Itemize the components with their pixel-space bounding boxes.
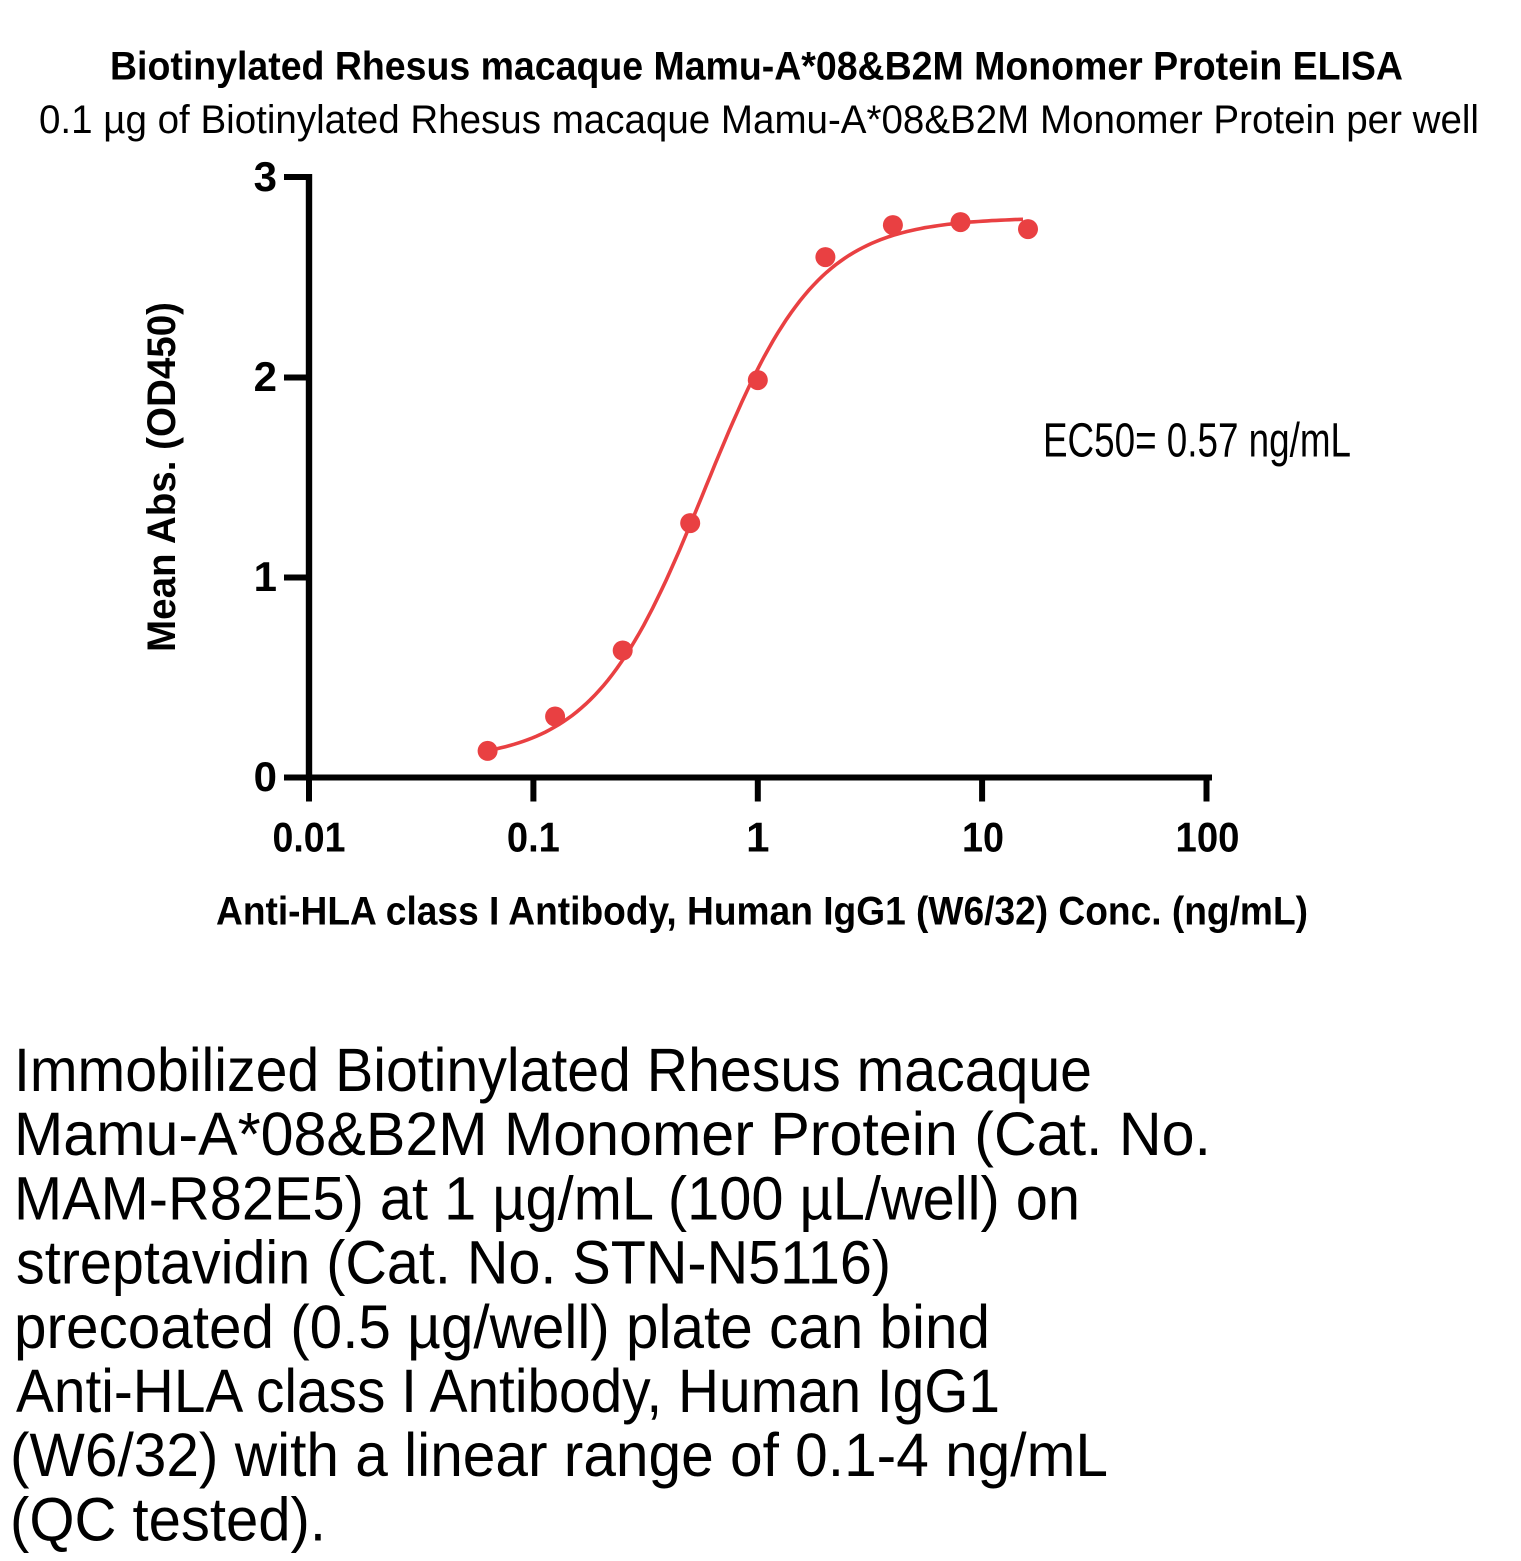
svg-text:0: 0 <box>254 753 277 800</box>
svg-text:1: 1 <box>746 814 769 861</box>
svg-text:(QC tested).: (QC tested). <box>10 1485 326 1553</box>
svg-text:Mean Abs. (OD450): Mean Abs. (OD450) <box>140 302 184 652</box>
svg-text:0.1 µg of Biotinylated Rhesus: 0.1 µg of Biotinylated Rhesus macaque Ma… <box>39 98 1479 142</box>
svg-text:10: 10 <box>962 814 1004 861</box>
svg-text:MAM-R82E5) at 1 µg/mL (100 µL/: MAM-R82E5) at 1 µg/mL (100 µL/well) on <box>14 1164 1080 1232</box>
svg-text:Biotinylated Rhesus macaque Ma: Biotinylated Rhesus macaque Mamu-A*08&B2… <box>110 45 1403 89</box>
svg-text:(W6/32) with a linear range of: (W6/32) with a linear range of 0.1-4 ng/… <box>10 1421 1108 1489</box>
svg-text:Anti-HLA class I Antibody, Hum: Anti-HLA class I Antibody, Human IgG1 (W… <box>216 889 1308 933</box>
svg-text:3: 3 <box>254 153 277 200</box>
svg-text:EC50= 0.57 ng/mL: EC50= 0.57 ng/mL <box>1043 415 1351 468</box>
svg-text:Immobilized Biotinylated Rhesu: Immobilized Biotinylated Rhesus macaque <box>14 1036 1092 1104</box>
svg-text:0.01: 0.01 <box>273 814 346 861</box>
svg-text:Mamu-A*08&B2M Monomer Protein: Mamu-A*08&B2M Monomer Protein (Cat. No. <box>14 1100 1211 1168</box>
svg-text:2: 2 <box>254 353 277 400</box>
svg-text:100: 100 <box>1176 814 1240 861</box>
svg-text:streptavidin (Cat. No. STN-N51: streptavidin (Cat. No. STN-N5116) <box>16 1229 891 1297</box>
svg-text:0.1: 0.1 <box>507 814 560 861</box>
svg-text:1: 1 <box>254 553 277 600</box>
svg-text:Anti-HLA class I Antibody, Hum: Anti-HLA class I Antibody, Human IgG1 <box>16 1357 1000 1425</box>
svg-text:precoated (0.5 µg/well) plate: precoated (0.5 µg/well) plate can bind <box>14 1293 990 1361</box>
